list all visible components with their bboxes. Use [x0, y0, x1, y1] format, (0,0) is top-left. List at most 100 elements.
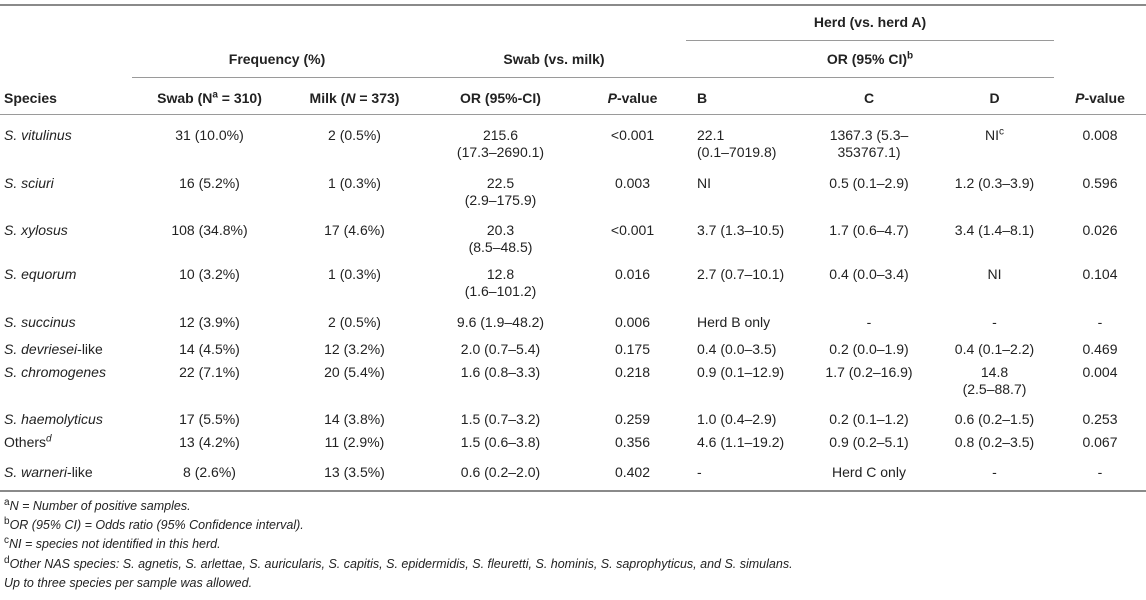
- herd-b-or: 0.4 (0.0–3.5): [697, 341, 777, 357]
- herd-b-or: NI: [697, 175, 711, 191]
- milk-frequency: 11 (2.9%): [324, 434, 385, 450]
- odds-ratio: 215.6 (17.3–2690.1): [456, 127, 545, 160]
- odds-ratio: 1.5 (0.7–3.2): [460, 411, 541, 427]
- herd-p-value: 0.469: [1082, 341, 1118, 357]
- herd-b-or: 2.7 (0.7–10.1): [697, 266, 785, 282]
- herd-p-value: 0.253: [1082, 411, 1118, 427]
- herd-p-value: 0.596: [1082, 175, 1118, 191]
- swab-frequency: 13 (4.2%): [179, 434, 240, 450]
- herd-group-header: Herd (vs. herd A): [813, 14, 927, 30]
- col-header-herd-b: B: [697, 90, 708, 106]
- col-header-or: OR (95%-CI): [460, 90, 541, 106]
- herd-p-value: 0.067: [1082, 434, 1118, 450]
- swab-frequency: 31 (10.0%): [175, 127, 244, 143]
- col-header-herd-d: D: [989, 90, 1000, 106]
- herd-c-or: -: [866, 314, 872, 330]
- swab-frequency: 14 (4.5%): [179, 341, 240, 357]
- footnote: dOther NAS species: S. agnetis, S. arlet…: [4, 554, 793, 571]
- odds-ratio: 9.6 (1.9–48.2): [456, 314, 545, 330]
- species-name: Othersd: [4, 433, 52, 450]
- footnote: bOR (95% CI) = Odds ratio (95% Confidenc…: [4, 515, 304, 532]
- p-value: 0.356: [614, 434, 651, 450]
- swab-frequency: 8 (2.6%): [183, 464, 236, 480]
- p-value: 0.259: [614, 411, 651, 427]
- herd-p-value: 0.008: [1082, 127, 1118, 143]
- odds-ratio: 20.3 (8.5–48.5): [468, 222, 533, 255]
- milk-frequency: 12 (3.2%): [324, 341, 385, 357]
- header-bottom-rule: [0, 114, 1146, 115]
- odds-ratio: 0.6 (0.2–2.0): [460, 464, 541, 480]
- p-value: 0.016: [614, 266, 651, 282]
- swab-vs-milk-group-header: Swab (vs. milk): [503, 51, 605, 67]
- herd-c-or: 0.5 (0.1–2.9): [829, 175, 909, 191]
- p-value: <0.001: [610, 127, 655, 143]
- herd-d-or: 0.6 (0.2–1.5): [954, 411, 1035, 427]
- herd-b-or: 0.9 (0.1–12.9): [697, 364, 785, 380]
- col-header-p-value: P-value: [607, 90, 658, 106]
- herd-group-rule: [686, 40, 1054, 41]
- p-value: 0.006: [614, 314, 651, 330]
- herd-b-or: -: [697, 464, 702, 480]
- frequency-group-header: Frequency (%): [228, 51, 326, 67]
- table-top-rule: [0, 4, 1146, 6]
- herd-d-or: -: [992, 314, 997, 330]
- species-name: S. chromogenes: [4, 364, 106, 380]
- herd-d-or: NIc: [985, 126, 1004, 143]
- footnote: Up to three species per sample was allow…: [4, 576, 253, 590]
- milk-frequency: 2 (0.5%): [328, 127, 381, 143]
- col-header-milk: Milk (N = 373): [309, 90, 400, 106]
- herd-p-value: -: [1097, 464, 1103, 480]
- herd-d-or: 0.4 (0.1–2.2): [954, 341, 1035, 357]
- herd-d-or: 14.8 (2.5–88.7): [962, 364, 1027, 397]
- herd-d-or: 3.4 (1.4–8.1): [954, 222, 1035, 238]
- herd-p-value: 0.026: [1082, 222, 1118, 238]
- odds-ratio: 1.6 (0.8–3.3): [460, 364, 541, 380]
- herd-c-or: 0.4 (0.0–3.4): [829, 266, 909, 282]
- herd-d-or: NI: [987, 266, 1002, 282]
- odds-ratio: 1.5 (0.6–3.8): [460, 434, 541, 450]
- col-header-swab: Swab (Na = 310): [157, 89, 262, 106]
- milk-frequency: 13 (3.5%): [324, 464, 385, 480]
- species-name: S. xylosus: [4, 222, 68, 238]
- herd-p-value: 0.104: [1082, 266, 1118, 282]
- herd-d-or: 1.2 (0.3–3.9): [954, 175, 1035, 191]
- footnote: aN = Number of positive samples.: [4, 496, 191, 513]
- species-name: S. warneri-like: [4, 464, 93, 480]
- swab-frequency: 10 (3.2%): [179, 266, 240, 282]
- herd-c-or: 0.2 (0.0–1.9): [829, 341, 909, 357]
- table-bottom-rule: [0, 490, 1146, 492]
- herd-c-or: 0.9 (0.2–5.1): [829, 434, 909, 450]
- species-name: S. devriesei-like: [4, 341, 103, 357]
- herd-b-or: 1.0 (0.4–2.9): [697, 411, 777, 427]
- herd-d-or: -: [992, 464, 997, 480]
- col-header-p-value-herd: P-value: [1075, 90, 1125, 106]
- species-name: S. haemolyticus: [4, 411, 103, 427]
- p-value: <0.001: [610, 222, 655, 238]
- milk-frequency: 1 (0.3%): [328, 266, 381, 282]
- herd-b-or: 22.1 (0.1–7019.8): [697, 127, 777, 160]
- herd-p-value: -: [1097, 314, 1103, 330]
- or-group-header: OR (95% CI)b: [826, 50, 914, 67]
- herd-b-or: Herd B only: [697, 314, 771, 330]
- herd-c-or: 0.2 (0.1–1.2): [829, 411, 909, 427]
- odds-ratio: 2.0 (0.7–5.4): [460, 341, 541, 357]
- subgroup-rule: [132, 77, 1054, 78]
- footnote: cNI = species not identified in this her…: [4, 534, 221, 551]
- swab-frequency: 108 (34.8%): [171, 222, 248, 238]
- herd-c-or: Herd C only: [832, 464, 906, 480]
- species-name: S. vitulinus: [4, 127, 72, 143]
- col-header-herd-c: C: [863, 90, 875, 106]
- herd-c-or: 1.7 (0.2–16.9): [825, 364, 913, 380]
- milk-frequency: 20 (5.4%): [324, 364, 385, 380]
- herd-b-or: 3.7 (1.3–10.5): [697, 222, 785, 238]
- col-header-species: Species: [4, 90, 57, 106]
- herd-c-or: 1.7 (0.6–4.7): [829, 222, 909, 238]
- milk-frequency: 2 (0.5%): [328, 314, 381, 330]
- p-value: 0.175: [614, 341, 651, 357]
- species-name: S. sciuri: [4, 175, 54, 191]
- swab-frequency: 12 (3.9%): [179, 314, 240, 330]
- odds-ratio: 22.5 (2.9–175.9): [464, 175, 537, 208]
- herd-p-value: 0.004: [1082, 364, 1118, 380]
- p-value: 0.003: [614, 175, 651, 191]
